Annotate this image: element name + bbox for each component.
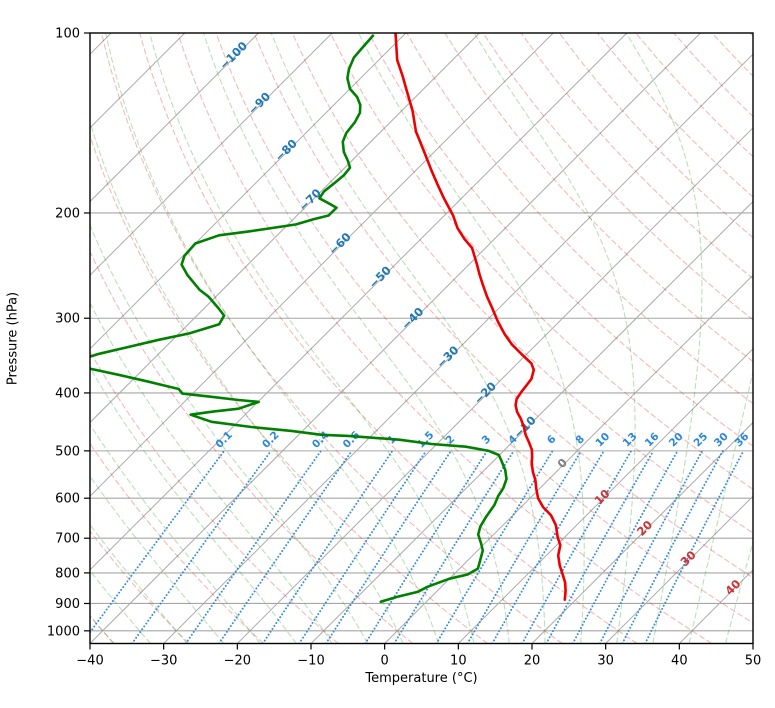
mixing-ratio-line [644,449,745,644]
isobar-gridlines [90,33,753,632]
x-tick-label: 40 [671,654,688,669]
x-axis: −40 −30 −20 −10 0 10 20 30 40 50 [76,643,762,669]
x-tick-label: 30 [597,654,614,669]
isotherm-line [384,274,753,644]
y-tick-label: 1000 [47,624,80,639]
isotherm-line [90,33,628,571]
moist-adiabat [473,33,636,644]
y-tick-label: 400 [55,386,80,401]
y-tick-label: 200 [55,206,80,221]
moist-adiabat [90,120,404,644]
mixing-ratio-line [218,449,353,644]
mixing-ratio-line [491,449,605,644]
isotherm-line [90,33,480,424]
mixing-ratio-line [261,449,394,644]
temperature-profile-line [394,33,567,601]
x-tick-label: −10 [297,654,324,669]
isotherm-lines [90,33,753,644]
x-tick-label: 50 [745,654,762,669]
moist-adiabat [90,569,151,644]
plot-frame [89,32,754,645]
y-tick-label: 500 [55,444,80,459]
dry-adiabats [90,33,753,644]
moist-adiabat [90,223,369,644]
dry-adiabat [100,33,563,644]
mixing-ratio-line [298,449,428,644]
moist-adiabats [90,33,753,644]
mixing-ratio-lines [90,449,745,644]
dry-adiabat [482,33,753,321]
isotherm-line [90,33,333,276]
moist-adiabat [688,368,753,644]
y-tick-label: 800 [55,566,80,581]
moist-adiabat [725,540,753,644]
x-axis-label: Temperature (°C) [365,671,478,686]
moist-adiabat [149,33,475,644]
mixing-ratio-line [184,449,322,644]
isotherm-line [605,495,753,644]
isotherm-line [90,33,701,644]
x-tick-label: −20 [224,654,251,669]
mixing-ratio-line [90,449,226,634]
moist-adiabat [270,33,546,644]
plot-area: 0.1 0.2 0.4 0.6 1 1.5 2 3 4 6 8 10 13 16 20 25 30 36−100−… [90,33,753,644]
x-tick-label: −30 [150,654,177,669]
y-axis: 100 200 300 400 500 600 700 800 900 1000 [47,27,90,639]
mixing-ratio-line [325,449,452,644]
y-tick-label: 600 [55,492,80,507]
isotherm-line [90,33,407,350]
dry-adiabat [139,33,638,644]
isotherm-line [163,53,753,644]
moist-adiabat [202,33,510,644]
y-tick-label: 300 [55,312,80,327]
y-tick-label: 700 [55,532,80,547]
mixing-ratio-line [466,449,583,644]
moist-adiabat [90,423,261,644]
dry-adiabat [215,33,753,624]
moist-adiabat [625,33,703,644]
mixing-ratio-line [598,449,704,644]
dry-adiabat [291,33,753,534]
moist-adiabat [358,33,585,644]
mixing-ratio-line [393,449,515,644]
mixing-ratio-line [521,449,633,644]
x-tick-label: −40 [76,654,103,669]
dry-adiabat [253,33,753,579]
isotherm-line [531,421,753,644]
isotherm-line [90,33,554,497]
dry-adiabat [90,250,414,644]
mixing-ratio-line [364,449,489,644]
dry-adiabat [90,134,488,644]
dry-adiabat [90,350,339,644]
mixing-ratio-line [435,449,554,644]
x-tick-label: 10 [450,654,467,669]
y-axis-label: Pressure (hPa) [5,291,21,386]
dry-adiabat [406,33,753,405]
isotherm-line [236,127,753,644]
isotherm-line [310,200,753,644]
y-tick-label: 900 [55,597,80,612]
x-tick-label: 20 [524,654,541,669]
x-tick-label: 0 [381,654,389,669]
moist-adiabat [105,33,440,644]
moist-adiabat [90,475,225,644]
dry-adiabat [90,442,264,644]
moist-adiabat [90,523,188,644]
dewpoint-profile-line [90,34,508,603]
dry-adiabat [368,33,753,447]
mixing-ratio-line [621,449,724,644]
y-tick-label: 100 [55,27,80,42]
isotherm-line [90,33,259,203]
moist-adiabat [90,301,333,644]
dry-adiabat [329,33,753,490]
